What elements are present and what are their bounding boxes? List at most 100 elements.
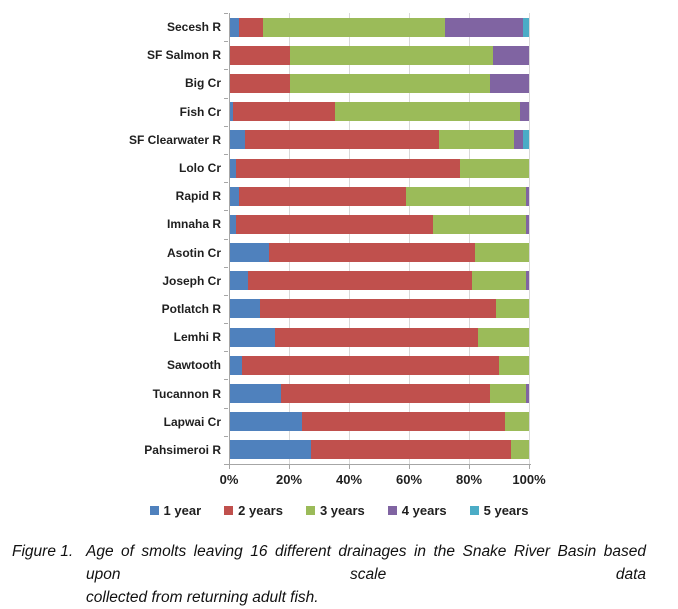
bar-row: Fish Cr [0, 98, 529, 126]
y-axis-tick [224, 13, 228, 14]
x-axis-tick [289, 464, 290, 469]
x-axis-tick [469, 464, 470, 469]
bar-segment-2-years [274, 327, 479, 347]
bar-row: SF Salmon R [0, 41, 529, 69]
y-axis-tick [224, 238, 228, 240]
category-label-sf-clearwater-r: SF Clearwater R [128, 132, 221, 147]
category-label-joseph-cr: Joseph Cr [162, 273, 221, 288]
bar-segment-1-year [230, 271, 248, 291]
bar-row: Asotin Cr [0, 239, 529, 267]
bar-segment-1-year [230, 355, 242, 375]
bar-row: Tucannon R [0, 379, 529, 407]
bar-row: SF Clearwater R [0, 126, 529, 154]
bar-row: Joseph Cr [0, 267, 529, 295]
figure-caption-line1: Age of smolts leaving 16 different drain… [86, 543, 646, 583]
bar-track-lapwai-cr [230, 412, 529, 432]
bar-segment-3-years [334, 102, 521, 122]
bar-segment-1-year [230, 102, 233, 122]
figure-caption-label: Figure 1. [12, 543, 74, 560]
x-axis-line [225, 464, 531, 465]
legend-item-4-years: 4 years [387, 503, 447, 518]
legend-swatch-icon [305, 506, 315, 515]
figure-caption: Figure 1. Age of smolts leaving 16 diffe… [12, 540, 646, 609]
bar-segment-3-years [433, 214, 526, 234]
bar-row: Secesh R [0, 13, 529, 41]
bar-segment-1-year [230, 299, 260, 319]
bar-segment-3-years [289, 73, 491, 93]
bar-track-tucannon-r [230, 384, 529, 404]
bar-track-rapid-r [230, 186, 529, 206]
bar-segment-1-year [230, 186, 239, 206]
bar-segment-4-years [525, 214, 529, 234]
legend-label-4-years: 4 years [401, 503, 447, 518]
bar-segment-2-years [259, 299, 497, 319]
bar-segment-4-years [490, 73, 529, 93]
bar-row: Pahsimeroi R [0, 436, 529, 464]
x-axis-tick [229, 464, 230, 469]
figure-caption-line2: collected from returning adult fish. [86, 589, 319, 606]
category-label-sf-salmon-r: SF Salmon R [146, 48, 221, 63]
x-axis-tick-label: 20% [275, 472, 303, 487]
legend-item-2-years: 2 years [224, 503, 283, 518]
bar-segment-1-year [230, 412, 302, 432]
x-axis-tick-label: 40% [335, 472, 363, 487]
bar-segment-1-year [230, 130, 245, 150]
gridline [409, 13, 410, 464]
bar-track-fish-cr [230, 102, 529, 122]
bar-row: Lolo Cr [0, 154, 529, 182]
legend-item-5-years: 5 years [469, 503, 528, 518]
y-axis-tick [224, 435, 228, 437]
chart-legend: 1 year 2 years 3 years 4 years 5 years [0, 503, 678, 518]
gridline [289, 13, 290, 464]
figure-page: Secesh R SF Salmon R Big Cr Fish Cr SF Clear… [0, 13, 678, 606]
bar-segment-1-year [230, 243, 269, 263]
bar-track-pahsimeroi-r [230, 440, 529, 460]
category-label-tucannon-r: Tucannon R [152, 386, 221, 401]
legend-item-1-year: 1 year [149, 503, 201, 518]
bar-segment-5-years [523, 130, 529, 150]
bar-segment-2-years [235, 214, 434, 234]
bar-track-sawtooth [230, 355, 529, 375]
legend-label-2-years: 2 years [238, 503, 283, 518]
legend-swatch-icon [387, 506, 397, 515]
bar-segment-1-year [230, 158, 236, 178]
bar-track-potlatch-r [230, 299, 529, 319]
category-label-fish-cr: Fish Cr [179, 104, 221, 119]
bar-segment-4-years [526, 271, 529, 291]
category-label-potlatch-r: Potlatch R [161, 301, 221, 316]
category-label-asotin-cr: Asotin Cr [167, 245, 221, 260]
bar-segment-1-year [230, 440, 311, 460]
bar-segment-3-years [262, 17, 446, 37]
bar-segment-3-years [490, 384, 526, 404]
bar-segment-4-years [514, 130, 523, 150]
bar-track-lemhi-r [230, 327, 529, 347]
bar-row: Sawtooth [0, 351, 529, 379]
bar-segment-3-years [475, 243, 529, 263]
bar-segment-3-years [496, 299, 529, 319]
bar-row: Lemhi R [0, 323, 529, 351]
y-axis-tick [224, 97, 228, 99]
bar-segment-2-years [230, 45, 290, 65]
bar-segment-2-years [238, 186, 407, 206]
gridline [529, 13, 530, 464]
legend-swatch-icon [149, 506, 159, 515]
bar-segment-2-years [268, 243, 476, 263]
y-axis-tick [224, 294, 228, 296]
bar-track-joseph-cr [230, 271, 529, 291]
bar-segment-2-years [241, 355, 500, 375]
bar-track-big-cr [230, 73, 529, 93]
legend-item-3-years: 3 years [305, 503, 365, 518]
bar-segment-2-years [247, 271, 473, 291]
bar-track-lolo-cr [230, 158, 529, 178]
bar-segment-2-years [301, 412, 506, 432]
category-label-lapwai-cr: Lapwai Cr [163, 414, 221, 429]
bar-segment-3-years [289, 45, 494, 65]
bar-segment-3-years [472, 271, 526, 291]
y-axis-tick [224, 69, 228, 71]
bar-segment-4-years [520, 102, 529, 122]
category-label-secesh-r: Secesh R [166, 20, 221, 35]
y-axis-tick [224, 379, 228, 381]
bar-track-asotin-cr [230, 243, 529, 263]
y-axis-tick [224, 266, 228, 268]
category-label-rapid-r: Rapid R [175, 189, 221, 204]
